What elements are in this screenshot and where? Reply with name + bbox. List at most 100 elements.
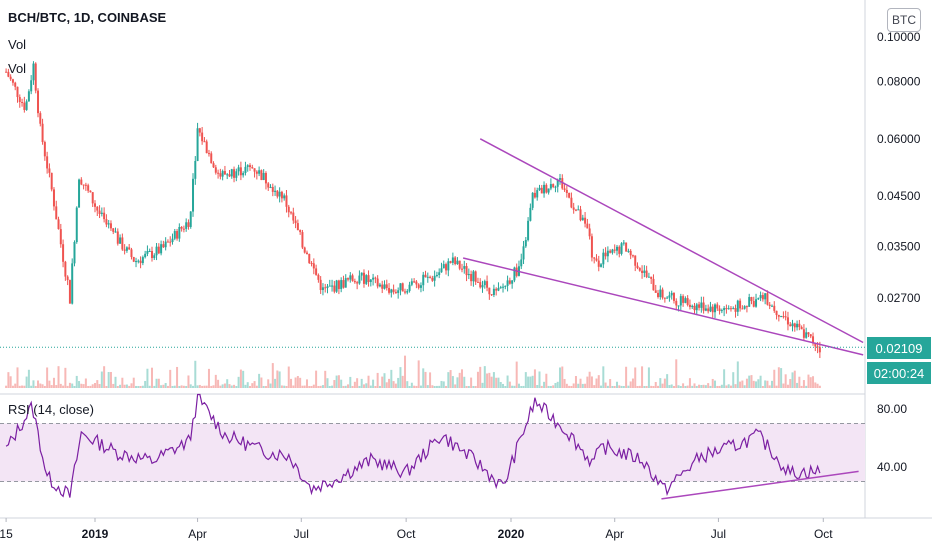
volume-bar [57,366,60,388]
candle-body [513,267,516,281]
volume-bar [700,385,703,388]
volume-bar [784,374,787,388]
volume-bar [299,377,302,388]
bar-countdown-tag: 02:00:24 [867,362,931,384]
volume-bar [734,384,737,388]
volume-bar [30,385,33,388]
candle-body [94,203,96,207]
volume-bar [239,369,242,388]
candle-body [84,184,87,186]
candle-body [226,174,229,176]
volume-bar [194,360,197,388]
volume-bar [709,385,712,388]
volume-bar [511,385,514,388]
volume-bar [55,385,58,388]
volume-bar [807,374,810,388]
candle-body [707,308,710,312]
candle-body [372,277,375,280]
candle-body [802,329,805,338]
candle-body [773,305,776,311]
candle-body [463,266,466,269]
volume-bar [383,373,386,388]
candle-body [597,260,600,267]
volume-bar [116,385,119,388]
candle-body [563,188,566,190]
volume-bar [433,386,436,388]
candle-body [173,231,176,239]
candle-body [415,281,418,285]
candle-body [595,258,598,261]
volume-bar [228,384,231,388]
volume-bar [652,385,655,388]
volume-bar [504,385,507,388]
volume-bar [340,379,343,388]
volume-bar [615,381,618,388]
volume-bar [479,366,482,388]
volume-bar [132,377,135,388]
volume-bar [645,385,648,388]
volume-bar [103,366,106,388]
time-tick-label: Oct [397,527,416,541]
volume-bar [798,376,801,388]
volume-bar [570,385,573,388]
candle-body [283,195,286,199]
volume-bar [404,355,407,388]
candle-body [62,244,65,262]
volume-bar [242,370,245,388]
candle-body [693,305,696,311]
candle-body [367,275,370,283]
volume-bar [376,372,379,388]
candle-body [242,172,245,176]
volume-bar [561,366,564,388]
candle-body [46,156,49,169]
candle-body [312,263,315,269]
candle-body [160,244,163,254]
candle-body [476,281,479,283]
volume-bar [682,383,685,388]
candle-body [481,285,484,288]
volume-bar [141,385,144,388]
candle-body [249,165,252,168]
candle-body [171,238,174,243]
currency-button[interactable]: BTC [887,8,921,32]
volume-bar [745,378,748,388]
volume-bar [351,385,354,388]
candle-body [66,276,69,281]
candle-body [80,179,83,185]
volume-bar [135,385,138,388]
candle-body [301,232,304,248]
volume-bar [290,378,293,388]
volume-bar [128,385,131,388]
candle-body [155,246,158,256]
candle-body [486,281,489,288]
volume-bar [426,385,429,388]
candle-body [718,308,721,312]
volume-bar [488,372,491,388]
volume-bar [647,367,650,388]
candle-body [818,347,821,353]
volume-bar [62,385,65,388]
volume-bar [169,369,172,388]
candle-body [451,257,454,263]
candle-body [141,257,144,264]
candle-body [164,241,167,248]
volume-bar [549,385,552,388]
candle-body [691,305,694,307]
volume-bar [486,373,489,388]
volume-bar [237,376,240,388]
candle-body [356,282,359,284]
volume-bar [39,383,42,388]
volume-bar [775,385,778,388]
volume-bar [109,371,112,388]
candle-body [344,278,347,288]
candle-body [627,250,630,252]
volume-bar [262,385,265,388]
candle-body [233,169,236,178]
candle-body [246,165,249,167]
candle-body [187,222,190,227]
volume-bar [465,385,468,388]
candle-body [91,192,94,204]
candle-body [271,186,274,192]
volume-bar [9,376,12,388]
